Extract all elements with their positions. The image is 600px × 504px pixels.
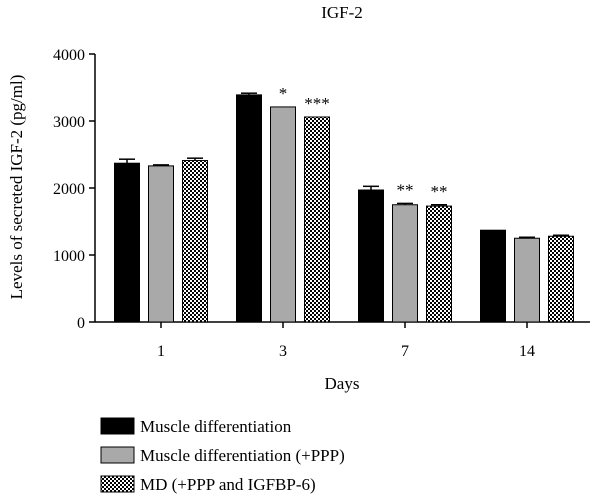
y-tick-label: 2000 [53, 181, 85, 198]
y-tick-label: 0 [77, 315, 85, 332]
bar [426, 205, 452, 323]
x-tick-label: 14 [519, 343, 535, 360]
chart-title: IGF-2 [321, 3, 363, 22]
legend-label: Muscle differentiation (+PPP) [140, 446, 345, 465]
y-tick-label: 1000 [53, 248, 85, 265]
x-tick-label: 3 [279, 343, 287, 360]
bar [514, 237, 540, 323]
legend-label: MD (+PPP and IGFBP-6) [140, 475, 316, 494]
y-axis-label: Levels of secreted IGF-2 (pg/ml) [7, 75, 26, 300]
x-axis-label: Days [325, 374, 360, 393]
bar [182, 160, 208, 323]
y-tick-label: 3000 [53, 114, 85, 131]
significance-marker: *** [304, 94, 330, 113]
bar [548, 235, 574, 323]
significance-marker: * [279, 84, 288, 103]
y-tick-label: 4000 [53, 47, 85, 64]
legend-swatch [100, 417, 135, 435]
x-axis-ticks: 1 3 7 14 [157, 322, 535, 360]
legend: Muscle differentiation Muscle differentia… [100, 417, 345, 494]
bar [148, 165, 174, 323]
bar [480, 229, 506, 323]
x-tick-label: 7 [401, 343, 409, 360]
bar-series: ****** ** [114, 84, 574, 323]
bar [236, 94, 262, 323]
y-axis-ticks: 0 1000 2000 3000 4000 [53, 47, 95, 332]
bar [358, 189, 384, 323]
bar [270, 106, 296, 323]
x-tick-label: 1 [157, 343, 165, 360]
significance-marker: ** [397, 180, 414, 199]
significance-marker: ** [431, 182, 448, 201]
bar [304, 116, 330, 323]
bar [392, 204, 418, 323]
legend-swatch [100, 475, 135, 493]
bar [114, 162, 140, 323]
legend-swatch [100, 446, 135, 464]
legend-label: Muscle differentiation [140, 417, 292, 436]
